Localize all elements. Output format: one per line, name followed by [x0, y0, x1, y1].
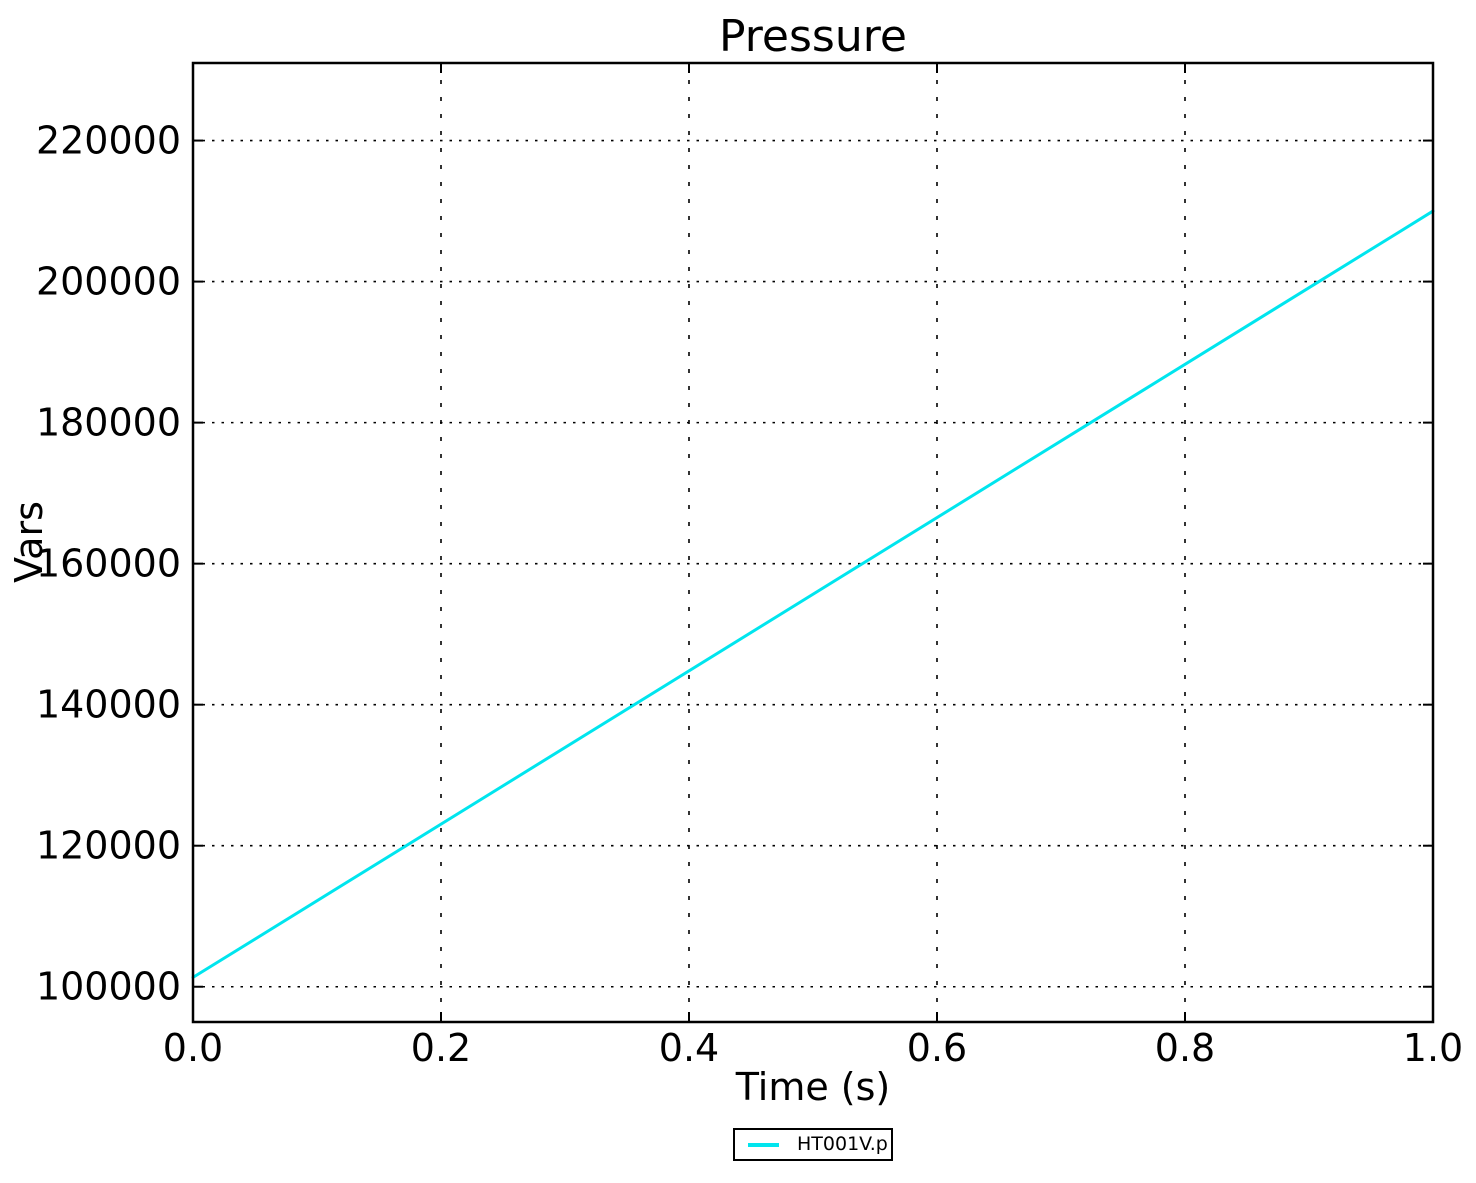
y-tick-label: 100000	[36, 965, 181, 1009]
chart-title: Pressure	[719, 11, 907, 62]
x-tick-labels: 0.0 0.2 0.4 0.6 0.8 1.0	[163, 1026, 1463, 1070]
y-tick-label: 120000	[36, 824, 181, 868]
tick-marks	[192, 63, 1434, 1022]
data-series	[191, 209, 1435, 979]
legend: HT001V.p	[733, 1128, 893, 1161]
y-tick-labels: 100000 120000 140000 160000 180000 200000 2200…	[36, 119, 181, 1009]
legend-line-sample	[748, 1142, 779, 1147]
y-tick-label: 180000	[36, 401, 181, 445]
series-line-HT001V.p	[191, 209, 1435, 979]
x-tick-label: 0.2	[411, 1026, 471, 1070]
y-tick-label: 220000	[36, 119, 181, 163]
x-tick-label: 1.0	[1403, 1026, 1463, 1070]
gridlines	[193, 63, 1433, 1022]
y-axis-label: Vars	[7, 501, 51, 583]
y-tick-label: 140000	[36, 683, 181, 727]
x-axis-label: Time (s)	[735, 1065, 891, 1109]
x-tick-label: 0.4	[659, 1026, 719, 1070]
x-tick-label: 0.8	[1155, 1026, 1215, 1070]
legend-label: HT001V.p	[797, 1133, 888, 1155]
y-tick-label: 160000	[36, 542, 181, 586]
axes-spines	[191, 61, 1435, 1024]
x-tick-label: 0.6	[907, 1026, 967, 1070]
y-tick-label: 200000	[36, 260, 181, 304]
x-tick-label: 0.0	[163, 1026, 223, 1070]
